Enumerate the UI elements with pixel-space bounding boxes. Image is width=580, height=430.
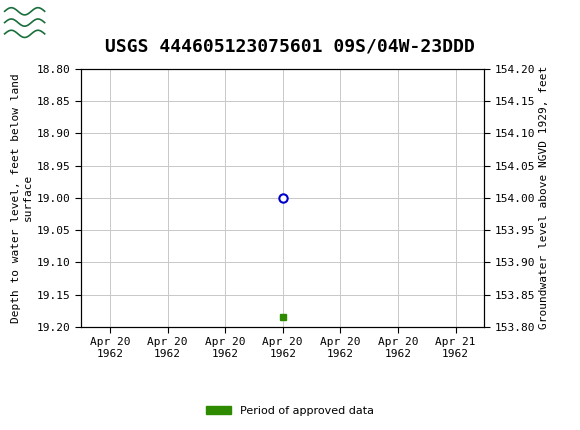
Y-axis label: Groundwater level above NGVD 1929, feet: Groundwater level above NGVD 1929, feet <box>539 66 549 329</box>
Text: USGS 444605123075601 09S/04W-23DDD: USGS 444605123075601 09S/04W-23DDD <box>105 38 475 56</box>
FancyBboxPatch shape <box>3 3 46 42</box>
Legend: Period of approved data: Period of approved data <box>202 401 378 420</box>
Text: USGS: USGS <box>52 12 116 33</box>
Y-axis label: Depth to water level, feet below land
surface: Depth to water level, feet below land su… <box>11 73 33 322</box>
